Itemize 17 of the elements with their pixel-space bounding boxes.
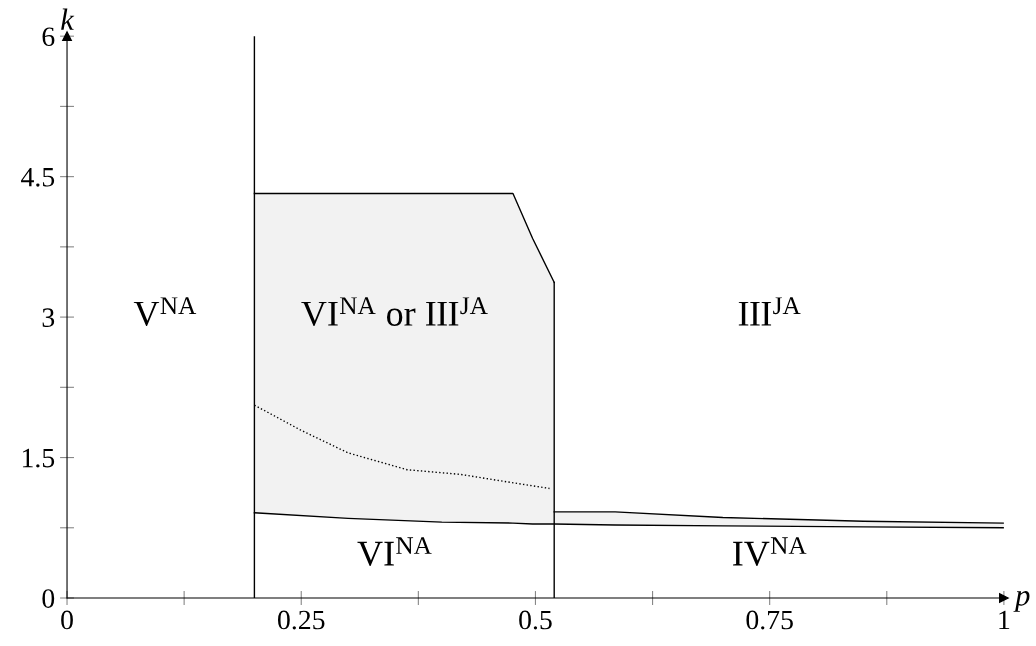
x-axis-title: p bbox=[1013, 590, 1030, 612]
y-tick-label: 4.5 bbox=[21, 167, 55, 187]
y-tick-label: 1.5 bbox=[22, 448, 55, 468]
x-tick-label: 0.25 bbox=[278, 610, 325, 630]
y-tick-label: 0 bbox=[42, 589, 55, 608]
x-tick-label: 0 bbox=[61, 610, 73, 630]
y-axis-title: k bbox=[61, 8, 75, 30]
x-tick-label: 0.75 bbox=[746, 610, 793, 630]
y-tick-label: 6 bbox=[42, 27, 55, 47]
y-tick-label: 3 bbox=[42, 308, 55, 327]
annotation: IV$^{NA}$ bbox=[733, 537, 807, 566]
annotation: III$^{JA}$ bbox=[738, 297, 801, 326]
annotation: VI$^{NA}$ bbox=[357, 537, 432, 566]
x-tick-label: 1 bbox=[999, 610, 1010, 630]
annotation: V$^{NA}$ bbox=[133, 297, 197, 327]
annotation: VI$^{NA}$ or III$^{JA}$ bbox=[301, 297, 488, 327]
x-tick-label: 0.5 bbox=[519, 610, 552, 630]
